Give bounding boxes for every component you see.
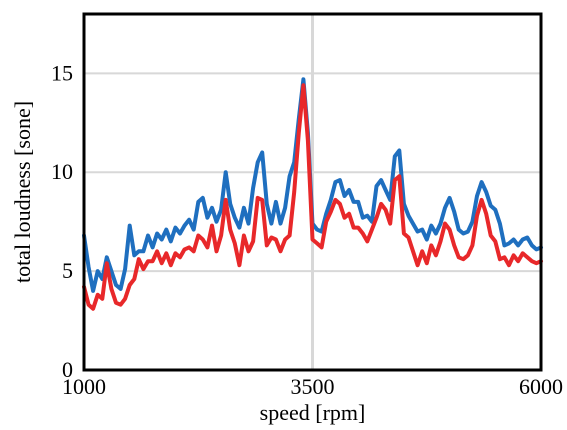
y-tick-label: 0 (62, 357, 73, 382)
y-axis-label: total loudness [sone] (10, 101, 35, 283)
x-tick-label: 3500 (291, 374, 335, 399)
x-tick-label: 1000 (62, 374, 106, 399)
y-tick-label: 15 (51, 60, 73, 85)
series-line-1 (82, 83, 543, 311)
x-tick-label: 6000 (519, 374, 563, 399)
series-lines (82, 77, 543, 311)
x-axis-label: speed [rpm] (260, 400, 366, 425)
plot-frame (82, 12, 543, 372)
y-tick-labels: 0 5 10 15 (51, 60, 73, 382)
y-tick-label: 5 (62, 258, 73, 283)
y-tick-label: 10 (51, 159, 73, 184)
x-tick-labels: 1000 3500 6000 (62, 374, 563, 399)
